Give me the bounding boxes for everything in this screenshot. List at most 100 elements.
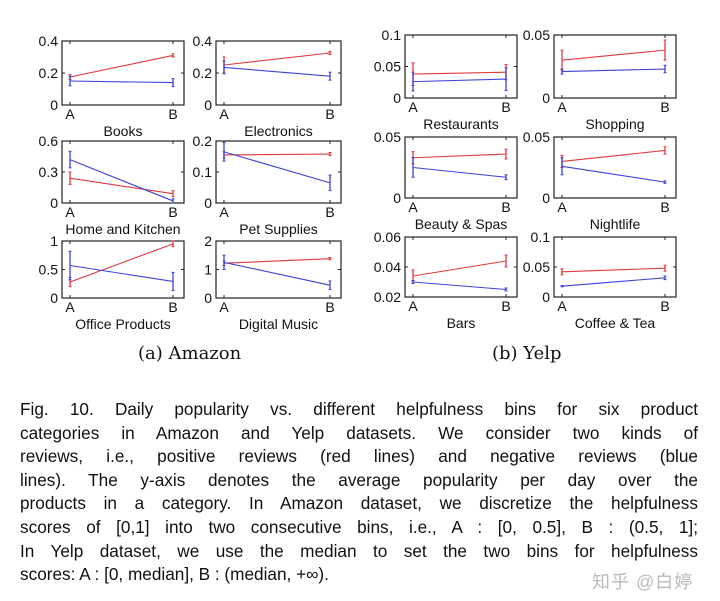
x-tick-label: A	[65, 204, 75, 220]
y-tick-label: 0	[542, 90, 550, 106]
series-line-positive	[561, 267, 666, 273]
caption-line: scores of [0,1] into two consecutive bin…	[20, 516, 698, 537]
x-tick-label: B	[168, 204, 177, 220]
x-tick-label: B	[168, 299, 177, 315]
series-line-negative	[412, 78, 507, 83]
y-tick-label: 0.1	[193, 164, 213, 180]
chart-panel-nightlife: 0 0.05 A B Nightlife	[523, 129, 677, 232]
y-tick-label: 0	[50, 97, 58, 113]
y-tick-label: 0.05	[523, 129, 550, 145]
series-line-negative	[412, 281, 507, 291]
series-line-negative	[412, 166, 507, 178]
x-tick-label: B	[325, 204, 334, 220]
series-line-positive	[223, 153, 331, 156]
series-line-positive	[223, 52, 331, 66]
series-line-positive	[412, 153, 507, 159]
chart-title: Shopping	[585, 116, 644, 132]
y-tick-label: 0	[542, 289, 550, 305]
y-tick-label: 1	[50, 233, 58, 249]
chart-title: Beauty & Spas	[415, 216, 508, 232]
caption-line: categories in Amazon and Yelp datasets. …	[20, 422, 698, 443]
y-tick-label: 0.05	[523, 259, 550, 275]
series-line-negative	[69, 80, 174, 84]
x-tick-label: A	[65, 106, 75, 122]
plot-frame	[215, 240, 342, 299]
plot-frame	[215, 140, 342, 204]
plot-frame	[553, 34, 677, 99]
chart-title: Pet Supplies	[239, 221, 318, 237]
y-tick-label: 0.6	[39, 133, 59, 149]
x-tick-label: A	[408, 99, 418, 115]
y-tick-label: 0	[204, 97, 212, 113]
series-line-positive	[69, 243, 174, 283]
chart-panel-pet-supplies: 0 0.1 0.2 A B Pet Supplies	[193, 133, 342, 237]
chart-title: Coffee & Tea	[575, 315, 656, 331]
chart-title: Home and Kitchen	[65, 221, 180, 237]
series-line-negative	[561, 165, 666, 183]
chart-title: Office Products	[75, 316, 170, 332]
plot-frame	[553, 236, 677, 298]
series-line-positive	[412, 71, 507, 75]
series-line-positive	[69, 54, 174, 78]
y-tick-label: 0.05	[523, 27, 550, 43]
y-tick-label: 0.2	[193, 133, 213, 149]
chart-panel-digital-music: 0 1 2 A B Digital Music	[204, 233, 342, 332]
caption-line: products in a category. In Amazon datase…	[20, 493, 698, 514]
chart-panel-bars: 0.02 0.04 0.06 A B Bars	[374, 229, 518, 331]
caption-line: In Yelp dataset, we use the median to se…	[20, 540, 698, 561]
plot-frame	[404, 136, 518, 199]
x-tick-label: A	[408, 298, 418, 314]
y-tick-label: 0.4	[39, 33, 59, 49]
x-tick-label: B	[501, 199, 510, 215]
y-tick-label: 0.4	[193, 33, 213, 49]
y-tick-label: 0.2	[193, 65, 213, 81]
x-tick-label: B	[325, 106, 334, 122]
chart-title: Electronics	[244, 123, 312, 139]
x-tick-label: A	[557, 99, 567, 115]
chart-title: Nightlife	[590, 216, 641, 232]
y-tick-label: 0.1	[531, 229, 551, 245]
series-line-positive	[223, 258, 331, 264]
series-line-negative	[69, 159, 174, 202]
x-tick-label: B	[501, 99, 510, 115]
series-line-negative	[223, 151, 331, 184]
y-tick-label: 0	[204, 290, 212, 306]
series-line-positive	[561, 149, 666, 162]
series-line-negative	[223, 261, 331, 286]
subcaption-amazon: (a) Amazon	[138, 343, 242, 364]
x-tick-label: A	[557, 298, 567, 314]
plot-frame	[61, 40, 185, 106]
x-tick-label: A	[219, 106, 229, 122]
plot-frame	[61, 240, 185, 299]
y-tick-label: 0.2	[39, 65, 59, 81]
subcaption-yelp: (b) Yelp	[492, 343, 562, 364]
chart-title: Bars	[447, 315, 476, 331]
y-tick-label: 0	[393, 190, 401, 206]
series-line-negative	[223, 66, 331, 77]
y-tick-label: 2	[204, 233, 212, 249]
series-line-positive	[412, 260, 507, 277]
x-tick-label: A	[408, 199, 418, 215]
series-line-negative	[69, 264, 174, 283]
x-tick-label: B	[501, 298, 510, 314]
x-tick-label: B	[660, 199, 669, 215]
y-tick-label: 0	[50, 195, 58, 211]
y-tick-label: 0	[393, 90, 401, 106]
series-line-positive	[69, 177, 174, 195]
chart-title: Books	[104, 123, 143, 139]
caption-line: lines). The y-axis denotes the average p…	[20, 469, 698, 490]
y-tick-label: 0.02	[374, 289, 401, 305]
y-tick-label: 0.5	[39, 262, 59, 278]
plot-frame	[553, 136, 677, 199]
y-tick-label: 1	[204, 262, 212, 278]
x-tick-label: B	[168, 106, 177, 122]
watermark: 知乎 @白婷	[592, 572, 694, 592]
x-tick-label: A	[219, 299, 229, 315]
series-line-negative	[561, 68, 666, 73]
